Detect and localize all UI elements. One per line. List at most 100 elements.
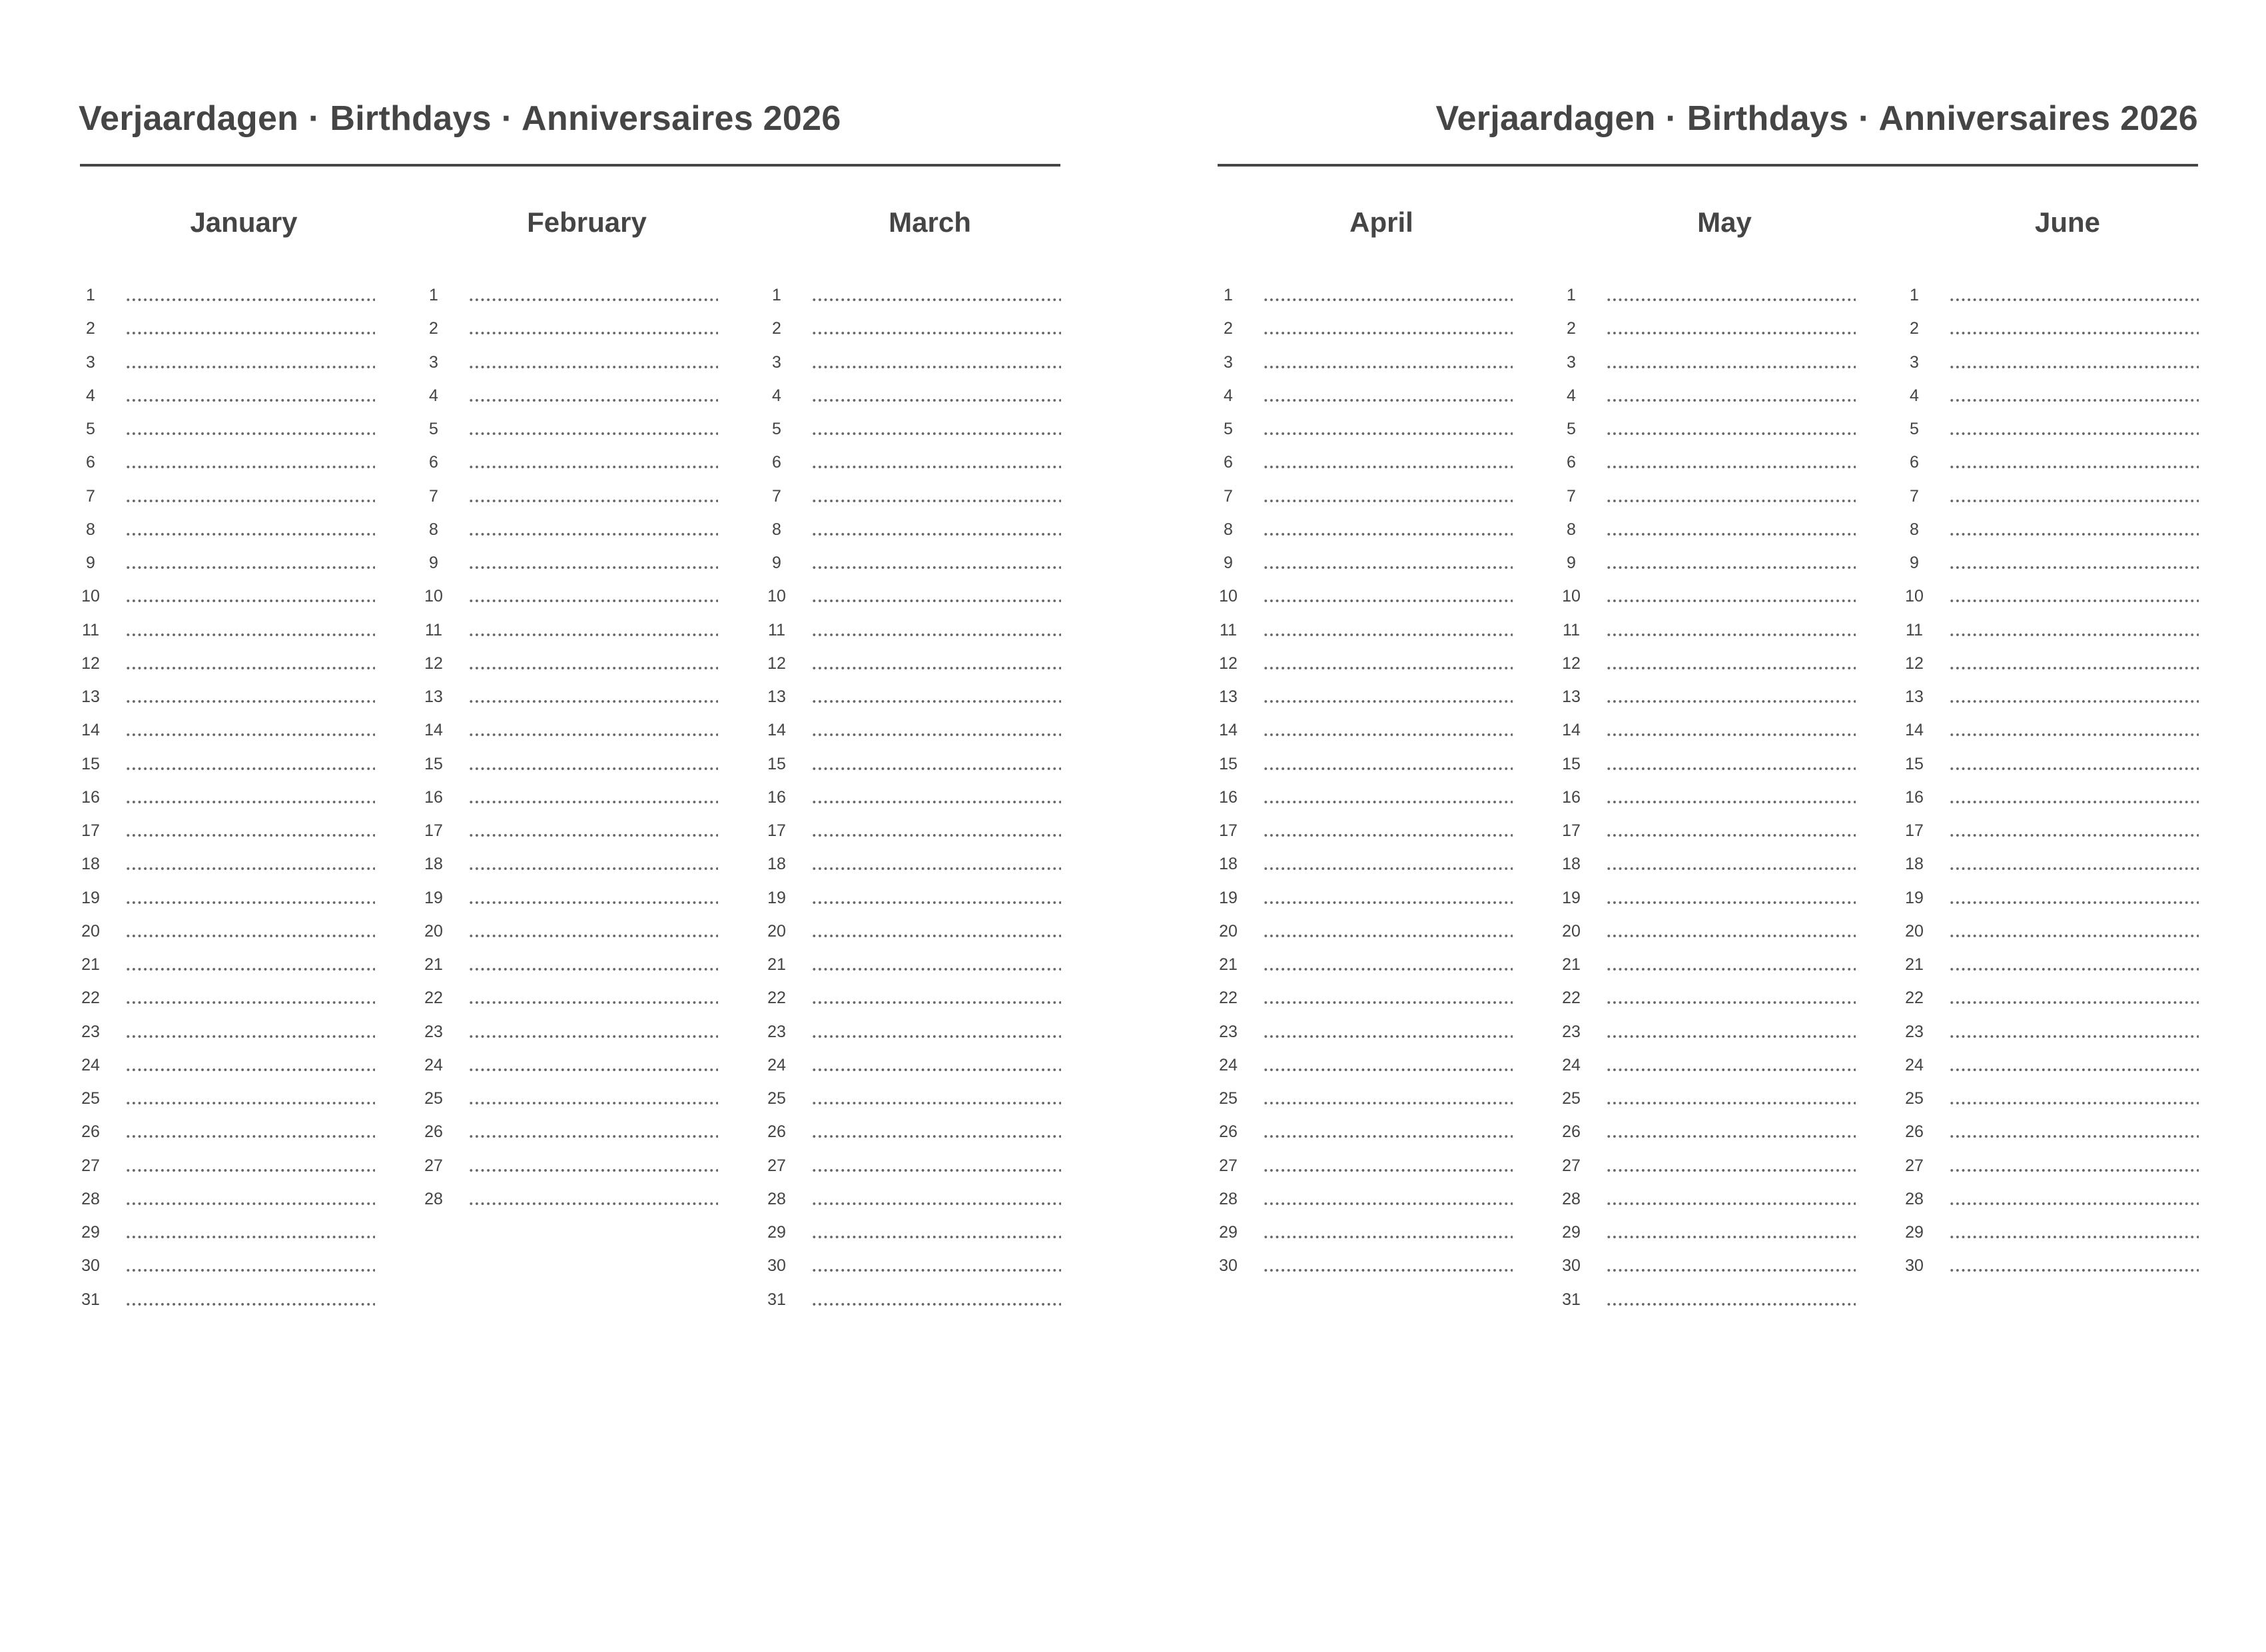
- dotted-write-line[interactable]: [468, 933, 718, 939]
- dotted-write-line[interactable]: [125, 1167, 375, 1173]
- dotted-write-line[interactable]: [468, 598, 718, 604]
- dotted-write-line[interactable]: [468, 431, 718, 436]
- dotted-write-line[interactable]: [1263, 397, 1513, 403]
- dotted-write-line[interactable]: [468, 866, 718, 872]
- dotted-write-line[interactable]: [1263, 531, 1513, 537]
- dotted-write-line[interactable]: [1263, 1100, 1513, 1106]
- dotted-write-line[interactable]: [125, 1234, 375, 1240]
- dotted-write-line[interactable]: [1263, 899, 1513, 905]
- dotted-write-line[interactable]: [125, 431, 375, 436]
- dotted-write-line[interactable]: [1606, 598, 1856, 604]
- dotted-write-line[interactable]: [468, 665, 718, 671]
- dotted-write-line[interactable]: [1263, 765, 1513, 771]
- dotted-write-line[interactable]: [811, 765, 1061, 771]
- dotted-write-line[interactable]: [1606, 967, 1856, 972]
- dotted-write-line[interactable]: [1263, 1268, 1513, 1274]
- dotted-write-line[interactable]: [1949, 498, 2199, 504]
- dotted-write-line[interactable]: [1949, 833, 2199, 838]
- dotted-write-line[interactable]: [1949, 598, 2199, 604]
- dotted-write-line[interactable]: [811, 431, 1061, 436]
- dotted-write-line[interactable]: [1263, 498, 1513, 504]
- dotted-write-line[interactable]: [1949, 464, 2199, 470]
- dotted-write-line[interactable]: [811, 1000, 1061, 1006]
- dotted-write-line[interactable]: [1949, 665, 2199, 671]
- dotted-write-line[interactable]: [811, 531, 1061, 537]
- dotted-write-line[interactable]: [1606, 665, 1856, 671]
- dotted-write-line[interactable]: [811, 364, 1061, 370]
- dotted-write-line[interactable]: [1949, 1000, 2199, 1006]
- dotted-write-line[interactable]: [125, 799, 375, 805]
- dotted-write-line[interactable]: [1606, 1066, 1856, 1072]
- dotted-write-line[interactable]: [1949, 397, 2199, 403]
- dotted-write-line[interactable]: [468, 1200, 718, 1206]
- dotted-write-line[interactable]: [1263, 732, 1513, 738]
- dotted-write-line[interactable]: [125, 531, 375, 537]
- dotted-write-line[interactable]: [1606, 1268, 1856, 1274]
- dotted-write-line[interactable]: [811, 833, 1061, 838]
- dotted-write-line[interactable]: [811, 699, 1061, 704]
- dotted-write-line[interactable]: [1606, 1167, 1856, 1173]
- dotted-write-line[interactable]: [125, 1268, 375, 1274]
- dotted-write-line[interactable]: [1263, 364, 1513, 370]
- dotted-write-line[interactable]: [1263, 297, 1513, 302]
- dotted-write-line[interactable]: [811, 1066, 1061, 1072]
- dotted-write-line[interactable]: [811, 397, 1061, 403]
- dotted-write-line[interactable]: [1606, 397, 1856, 403]
- dotted-write-line[interactable]: [125, 833, 375, 838]
- dotted-write-line[interactable]: [468, 1167, 718, 1173]
- dotted-write-line[interactable]: [811, 665, 1061, 671]
- dotted-write-line[interactable]: [811, 1167, 1061, 1173]
- dotted-write-line[interactable]: [1263, 1167, 1513, 1173]
- dotted-write-line[interactable]: [811, 899, 1061, 905]
- dotted-write-line[interactable]: [1606, 699, 1856, 704]
- dotted-write-line[interactable]: [125, 899, 375, 905]
- dotted-write-line[interactable]: [1606, 933, 1856, 939]
- dotted-write-line[interactable]: [468, 330, 718, 336]
- dotted-write-line[interactable]: [468, 397, 718, 403]
- dotted-write-line[interactable]: [1606, 1033, 1856, 1039]
- dotted-write-line[interactable]: [1949, 631, 2199, 637]
- dotted-write-line[interactable]: [1263, 1134, 1513, 1140]
- dotted-write-line[interactable]: [811, 1268, 1061, 1274]
- dotted-write-line[interactable]: [811, 1200, 1061, 1206]
- dotted-write-line[interactable]: [1949, 765, 2199, 771]
- dotted-write-line[interactable]: [1606, 631, 1856, 637]
- dotted-write-line[interactable]: [125, 699, 375, 704]
- dotted-write-line[interactable]: [1949, 531, 2199, 537]
- dotted-write-line[interactable]: [1263, 431, 1513, 436]
- dotted-write-line[interactable]: [1263, 1066, 1513, 1072]
- dotted-write-line[interactable]: [1263, 1200, 1513, 1206]
- dotted-write-line[interactable]: [1949, 297, 2199, 302]
- dotted-write-line[interactable]: [1606, 799, 1856, 805]
- dotted-write-line[interactable]: [1263, 833, 1513, 838]
- dotted-write-line[interactable]: [468, 833, 718, 838]
- dotted-write-line[interactable]: [1263, 866, 1513, 872]
- dotted-write-line[interactable]: [468, 1134, 718, 1140]
- dotted-write-line[interactable]: [1949, 699, 2199, 704]
- dotted-write-line[interactable]: [811, 631, 1061, 637]
- dotted-write-line[interactable]: [811, 967, 1061, 972]
- dotted-write-line[interactable]: [1949, 732, 2199, 738]
- dotted-write-line[interactable]: [125, 1100, 375, 1106]
- dotted-write-line[interactable]: [1949, 1100, 2199, 1106]
- dotted-write-line[interactable]: [1263, 464, 1513, 470]
- dotted-write-line[interactable]: [1606, 899, 1856, 905]
- dotted-write-line[interactable]: [1606, 1000, 1856, 1006]
- dotted-write-line[interactable]: [811, 330, 1061, 336]
- dotted-write-line[interactable]: [1263, 665, 1513, 671]
- dotted-write-line[interactable]: [468, 799, 718, 805]
- dotted-write-line[interactable]: [1606, 498, 1856, 504]
- dotted-write-line[interactable]: [811, 565, 1061, 570]
- dotted-write-line[interactable]: [1949, 330, 2199, 336]
- dotted-write-line[interactable]: [1606, 732, 1856, 738]
- dotted-write-line[interactable]: [468, 565, 718, 570]
- dotted-write-line[interactable]: [468, 765, 718, 771]
- dotted-write-line[interactable]: [1949, 1066, 2199, 1072]
- dotted-write-line[interactable]: [1606, 330, 1856, 336]
- dotted-write-line[interactable]: [468, 1066, 718, 1072]
- dotted-write-line[interactable]: [811, 297, 1061, 302]
- dotted-write-line[interactable]: [1263, 598, 1513, 604]
- dotted-write-line[interactable]: [1606, 833, 1856, 838]
- dotted-write-line[interactable]: [125, 330, 375, 336]
- dotted-write-line[interactable]: [125, 1134, 375, 1140]
